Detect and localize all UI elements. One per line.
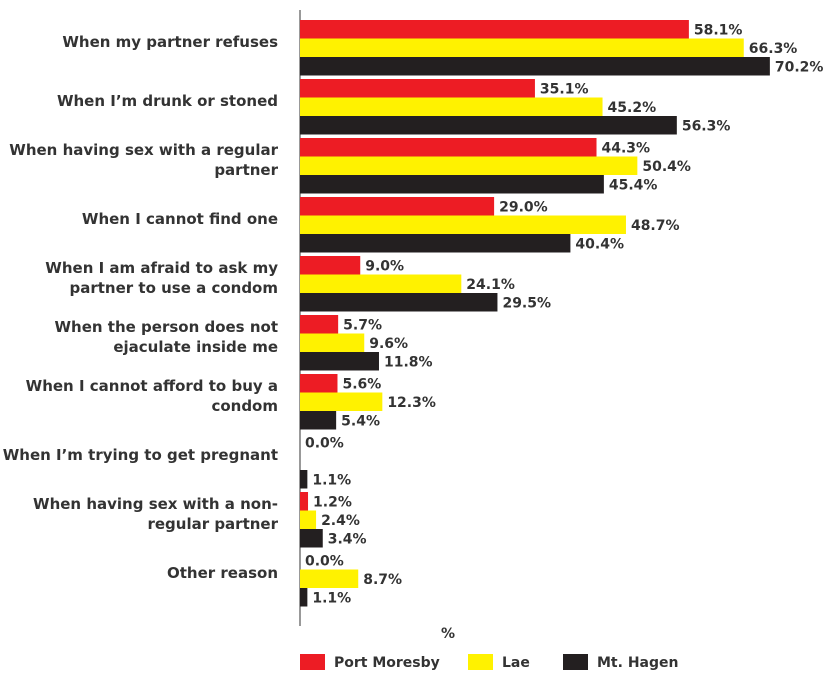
- category-label: When my partner refuses: [62, 32, 278, 51]
- bar: [300, 392, 383, 411]
- value-label: 0.0%: [305, 553, 344, 569]
- bar: [300, 175, 604, 194]
- bar: [300, 234, 571, 253]
- legend-label: Lae: [502, 655, 530, 671]
- value-label: 44.3%: [602, 140, 651, 156]
- category-label: When I am afraid to ask my partner to us…: [45, 258, 278, 297]
- bar: [300, 256, 361, 275]
- legend-label: Port Moresby: [334, 655, 440, 671]
- category-label: When having sex with a non-regular partn…: [33, 494, 278, 533]
- category-label: When I’m trying to get pregnant: [2, 445, 278, 464]
- category-label: When having sex with a regular partner: [9, 140, 278, 179]
- bar: [300, 315, 339, 334]
- bar: [300, 529, 323, 548]
- value-label: 8.7%: [363, 572, 402, 588]
- bar: [300, 20, 689, 39]
- value-label: 70.2%: [775, 59, 824, 75]
- bar: [300, 569, 359, 588]
- value-label: 12.3%: [387, 395, 436, 411]
- value-label: 56.3%: [682, 118, 731, 134]
- bar: [300, 510, 317, 529]
- value-label: 1.2%: [313, 494, 352, 510]
- value-label: 58.1%: [694, 22, 743, 38]
- legend-swatch: [300, 654, 325, 670]
- value-label: 29.5%: [502, 295, 551, 311]
- value-label: 9.6%: [369, 336, 408, 352]
- value-label: 50.4%: [642, 159, 691, 175]
- category-label: Other reason: [167, 563, 278, 582]
- value-label: 0.0%: [305, 435, 344, 451]
- bar: [300, 411, 337, 430]
- category-label: When I’m drunk or stoned: [56, 91, 278, 110]
- legend-label: Mt. Hagen: [597, 655, 678, 671]
- value-label: 5.4%: [341, 413, 380, 429]
- value-label: 1.1%: [312, 472, 351, 488]
- bar: [300, 352, 379, 371]
- bar: [300, 215, 626, 234]
- bar: [300, 156, 638, 175]
- value-label: 1.1%: [312, 590, 351, 606]
- value-label: 48.7%: [631, 218, 680, 234]
- bar: [300, 333, 365, 352]
- bar: [300, 97, 603, 116]
- bar: [300, 57, 770, 76]
- legend-swatch: [468, 654, 493, 670]
- value-label: 40.4%: [575, 236, 624, 252]
- legend-swatch: [563, 654, 588, 670]
- value-label: 24.1%: [466, 277, 515, 293]
- value-label: 9.0%: [365, 258, 404, 274]
- value-label: 5.7%: [343, 317, 382, 333]
- bar: [300, 293, 498, 312]
- bar: [300, 138, 597, 157]
- value-label: 29.0%: [499, 199, 548, 215]
- bar: [300, 274, 462, 293]
- bar: [300, 588, 308, 607]
- bar: [300, 38, 744, 57]
- value-label: 11.8%: [384, 354, 433, 370]
- value-label: 5.6%: [342, 376, 381, 392]
- value-label: 3.4%: [328, 531, 367, 547]
- bar: [300, 116, 677, 135]
- bar: [300, 470, 308, 489]
- value-label: 45.2%: [608, 100, 657, 116]
- category-label: When the person does not ejaculate insid…: [54, 317, 278, 356]
- category-label: When I cannot find one: [81, 209, 278, 228]
- value-label: 66.3%: [749, 41, 798, 57]
- bar: [300, 492, 309, 511]
- bar: [300, 197, 495, 216]
- category-label: When I cannot afford to buy a condom: [25, 376, 278, 415]
- bar: [300, 79, 535, 98]
- value-label: 35.1%: [540, 81, 589, 97]
- value-label: 45.4%: [609, 177, 658, 193]
- x-axis-label: %: [441, 626, 455, 642]
- bar: [300, 374, 338, 393]
- value-label: 2.4%: [321, 513, 360, 529]
